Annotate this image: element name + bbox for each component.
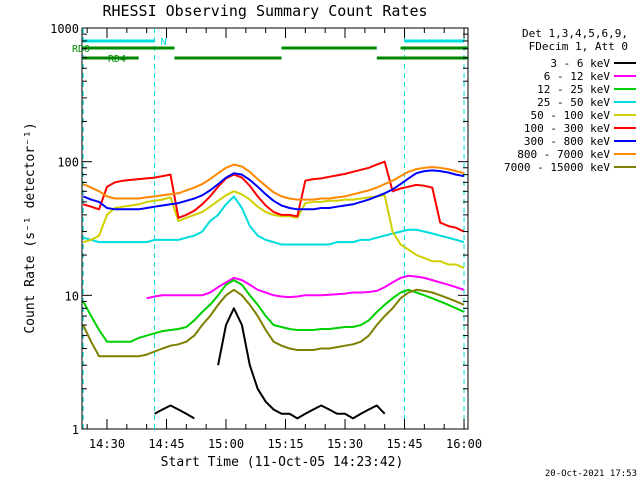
event-markers bbox=[82, 28, 465, 429]
legend-label: 7000 - 15000 keV bbox=[504, 161, 610, 174]
x-tick-label: 15:30 bbox=[327, 437, 363, 451]
series-line-3 bbox=[82, 195, 465, 246]
series-line-7 bbox=[82, 163, 465, 201]
legend-label: 50 - 100 keV bbox=[531, 109, 611, 122]
x-axis: 14:30 14:45 15:00 15:15 15:30 15:45 16:00 bbox=[86, 28, 482, 451]
x-tick-label: 16:00 bbox=[446, 437, 482, 451]
series-line-8 bbox=[82, 288, 465, 358]
series-line-6 bbox=[82, 169, 465, 211]
legend-header: FDecim 1, Att 0 bbox=[529, 40, 628, 53]
legend-header: Det 1,3,4,5,6,9, bbox=[522, 27, 628, 40]
x-tick-label: 15:00 bbox=[208, 437, 244, 451]
legend-label: 25 - 50 keV bbox=[537, 96, 610, 109]
plot-area bbox=[81, 27, 469, 430]
series-line-5 bbox=[82, 160, 465, 233]
y-tick-label: 1 bbox=[72, 423, 79, 437]
series-line-1 bbox=[146, 274, 465, 300]
legend-label: 100 - 300 keV bbox=[524, 122, 610, 135]
annotation-label: N bbox=[161, 37, 167, 48]
timestamp: 20-Oct-2021 17:53 bbox=[545, 469, 637, 479]
series-line-4 bbox=[82, 190, 465, 269]
y-axis: 1 10 100 1000 bbox=[50, 22, 468, 437]
y-tick-label: 100 bbox=[57, 156, 79, 170]
legend-label: 12 - 25 keV bbox=[537, 83, 610, 96]
x-axis-label: Start Time (11-Oct-05 14:23:42) bbox=[161, 455, 404, 470]
legend-label: 3 - 6 keV bbox=[550, 57, 610, 70]
y-axis-label: Count Rate (s⁻¹ detector⁻¹) bbox=[23, 122, 38, 333]
chart-title: RHESSI Observing Summary Count Rates bbox=[102, 2, 427, 20]
y-tick-label: 10 bbox=[65, 289, 79, 303]
legend-label: 6 - 12 keV bbox=[544, 70, 611, 83]
x-tick-label: 15:45 bbox=[386, 437, 422, 451]
data-series bbox=[82, 160, 465, 420]
annotation-label: RD0 bbox=[72, 44, 90, 55]
legend: Det 1,3,4,5,6,9,FDecim 1, Att 0 3 - 6 keV… bbox=[504, 27, 636, 174]
series-line-2 bbox=[82, 279, 465, 343]
y-tick-label: 1000 bbox=[50, 22, 79, 36]
x-tick-label: 15:15 bbox=[267, 437, 303, 451]
legend-label: 800 - 7000 keV bbox=[517, 148, 610, 161]
annotation-label: RD4 bbox=[108, 54, 126, 65]
x-tick-label: 14:45 bbox=[148, 437, 184, 451]
annotation-bars: RD0 RD4 N bbox=[72, 37, 468, 65]
series-line-0 bbox=[154, 307, 386, 420]
x-tick-label: 14:30 bbox=[89, 437, 125, 451]
legend-label: 300 - 800 keV bbox=[524, 135, 610, 148]
